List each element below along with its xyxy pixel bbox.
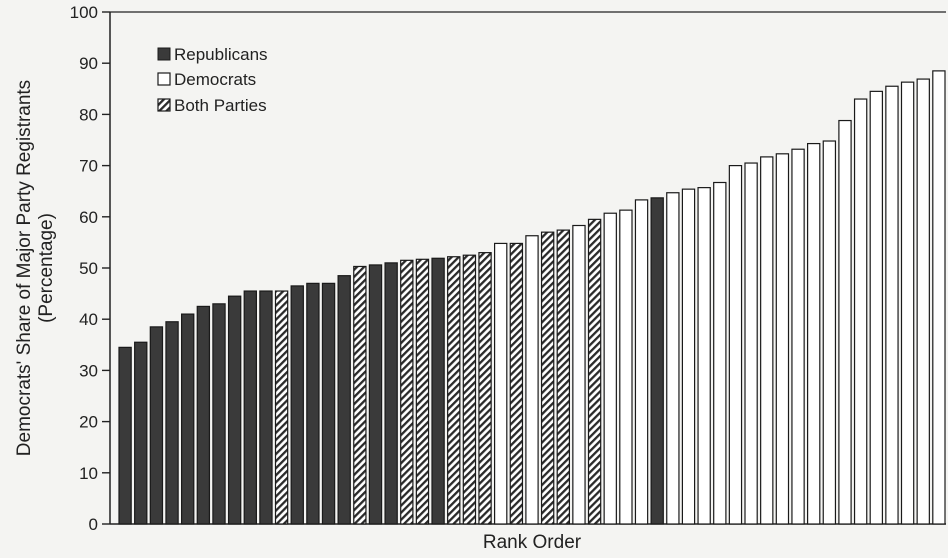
bar	[681, 188, 696, 525]
bar	[415, 258, 430, 525]
y-tick-label: 0	[89, 515, 98, 534]
bar	[666, 192, 680, 525]
bar	[134, 341, 148, 525]
bar	[494, 242, 508, 525]
bar	[212, 303, 226, 525]
bar	[916, 78, 930, 525]
bar	[290, 285, 304, 525]
bar	[165, 321, 179, 525]
bar	[572, 224, 586, 525]
bar	[384, 262, 398, 525]
bar	[462, 254, 477, 525]
bar	[556, 229, 571, 525]
bar	[728, 165, 743, 525]
y-tick-label: 70	[79, 157, 98, 176]
bar	[650, 197, 664, 525]
bar	[806, 142, 821, 525]
bar	[118, 346, 132, 525]
y-tick-label: 100	[70, 3, 98, 22]
bar	[274, 290, 289, 525]
y-axis-title: Democrats' Share of Major Party Registra…	[14, 80, 57, 456]
bar	[822, 140, 837, 525]
legend-label-democrats: Democrats	[174, 70, 256, 89]
bar	[181, 313, 195, 525]
legend-swatch-both-parties	[157, 98, 171, 112]
y-axis-ticks: 0 10 20 30 40 50 60 70 80 90 100	[70, 3, 110, 534]
bar	[243, 290, 257, 525]
bar	[509, 242, 524, 525]
bar	[447, 256, 461, 525]
bar	[853, 98, 868, 525]
legend-item-both-parties: Both Parties	[157, 96, 267, 115]
y-tick-label: 90	[79, 54, 98, 73]
y-tick-label: 50	[79, 259, 98, 278]
bar	[321, 282, 336, 525]
y-axis-title-line1: Democrats' Share of Major Party Registra…	[14, 80, 35, 456]
legend-item-republicans: Republicans	[157, 45, 268, 64]
legend: Republicans Democrats Both Parties	[157, 45, 268, 115]
bar	[619, 209, 633, 525]
bar	[306, 282, 320, 525]
x-axis-title: Rank Order	[483, 532, 582, 553]
bar	[775, 153, 790, 525]
bar	[900, 81, 915, 525]
y-tick-label: 20	[79, 413, 98, 432]
bar	[869, 90, 884, 525]
bar	[634, 199, 649, 525]
legend-swatch-republicans	[157, 47, 171, 61]
y-tick-label: 60	[79, 208, 98, 227]
bar	[838, 119, 852, 525]
bar	[540, 231, 555, 525]
bar	[353, 265, 367, 525]
legend-swatch-democrats	[157, 72, 171, 86]
bar	[713, 181, 727, 525]
legend-label-both-parties: Both Parties	[174, 96, 267, 115]
bar	[478, 252, 492, 525]
bar	[149, 326, 164, 525]
bar	[431, 257, 445, 525]
bar	[227, 295, 242, 525]
legend-item-democrats: Democrats	[157, 70, 256, 89]
bar	[697, 187, 711, 525]
bar	[932, 70, 946, 525]
bar	[603, 212, 617, 525]
bars-group	[118, 70, 946, 525]
legend-label-republicans: Republicans	[174, 45, 268, 64]
bar	[368, 264, 383, 525]
y-tick-label: 40	[79, 310, 98, 329]
bar	[587, 218, 602, 525]
bar	[337, 275, 351, 525]
bar	[196, 305, 211, 525]
y-axis-title-line2: (Percentage)	[36, 213, 57, 323]
bar	[760, 156, 774, 525]
bar	[791, 148, 805, 525]
bar	[525, 235, 539, 525]
y-tick-label: 80	[79, 105, 98, 124]
bar	[259, 290, 273, 525]
bar	[400, 259, 414, 525]
bar	[885, 85, 899, 525]
y-tick-label: 10	[79, 464, 98, 483]
y-tick-label: 30	[79, 361, 98, 380]
bar	[744, 162, 758, 525]
